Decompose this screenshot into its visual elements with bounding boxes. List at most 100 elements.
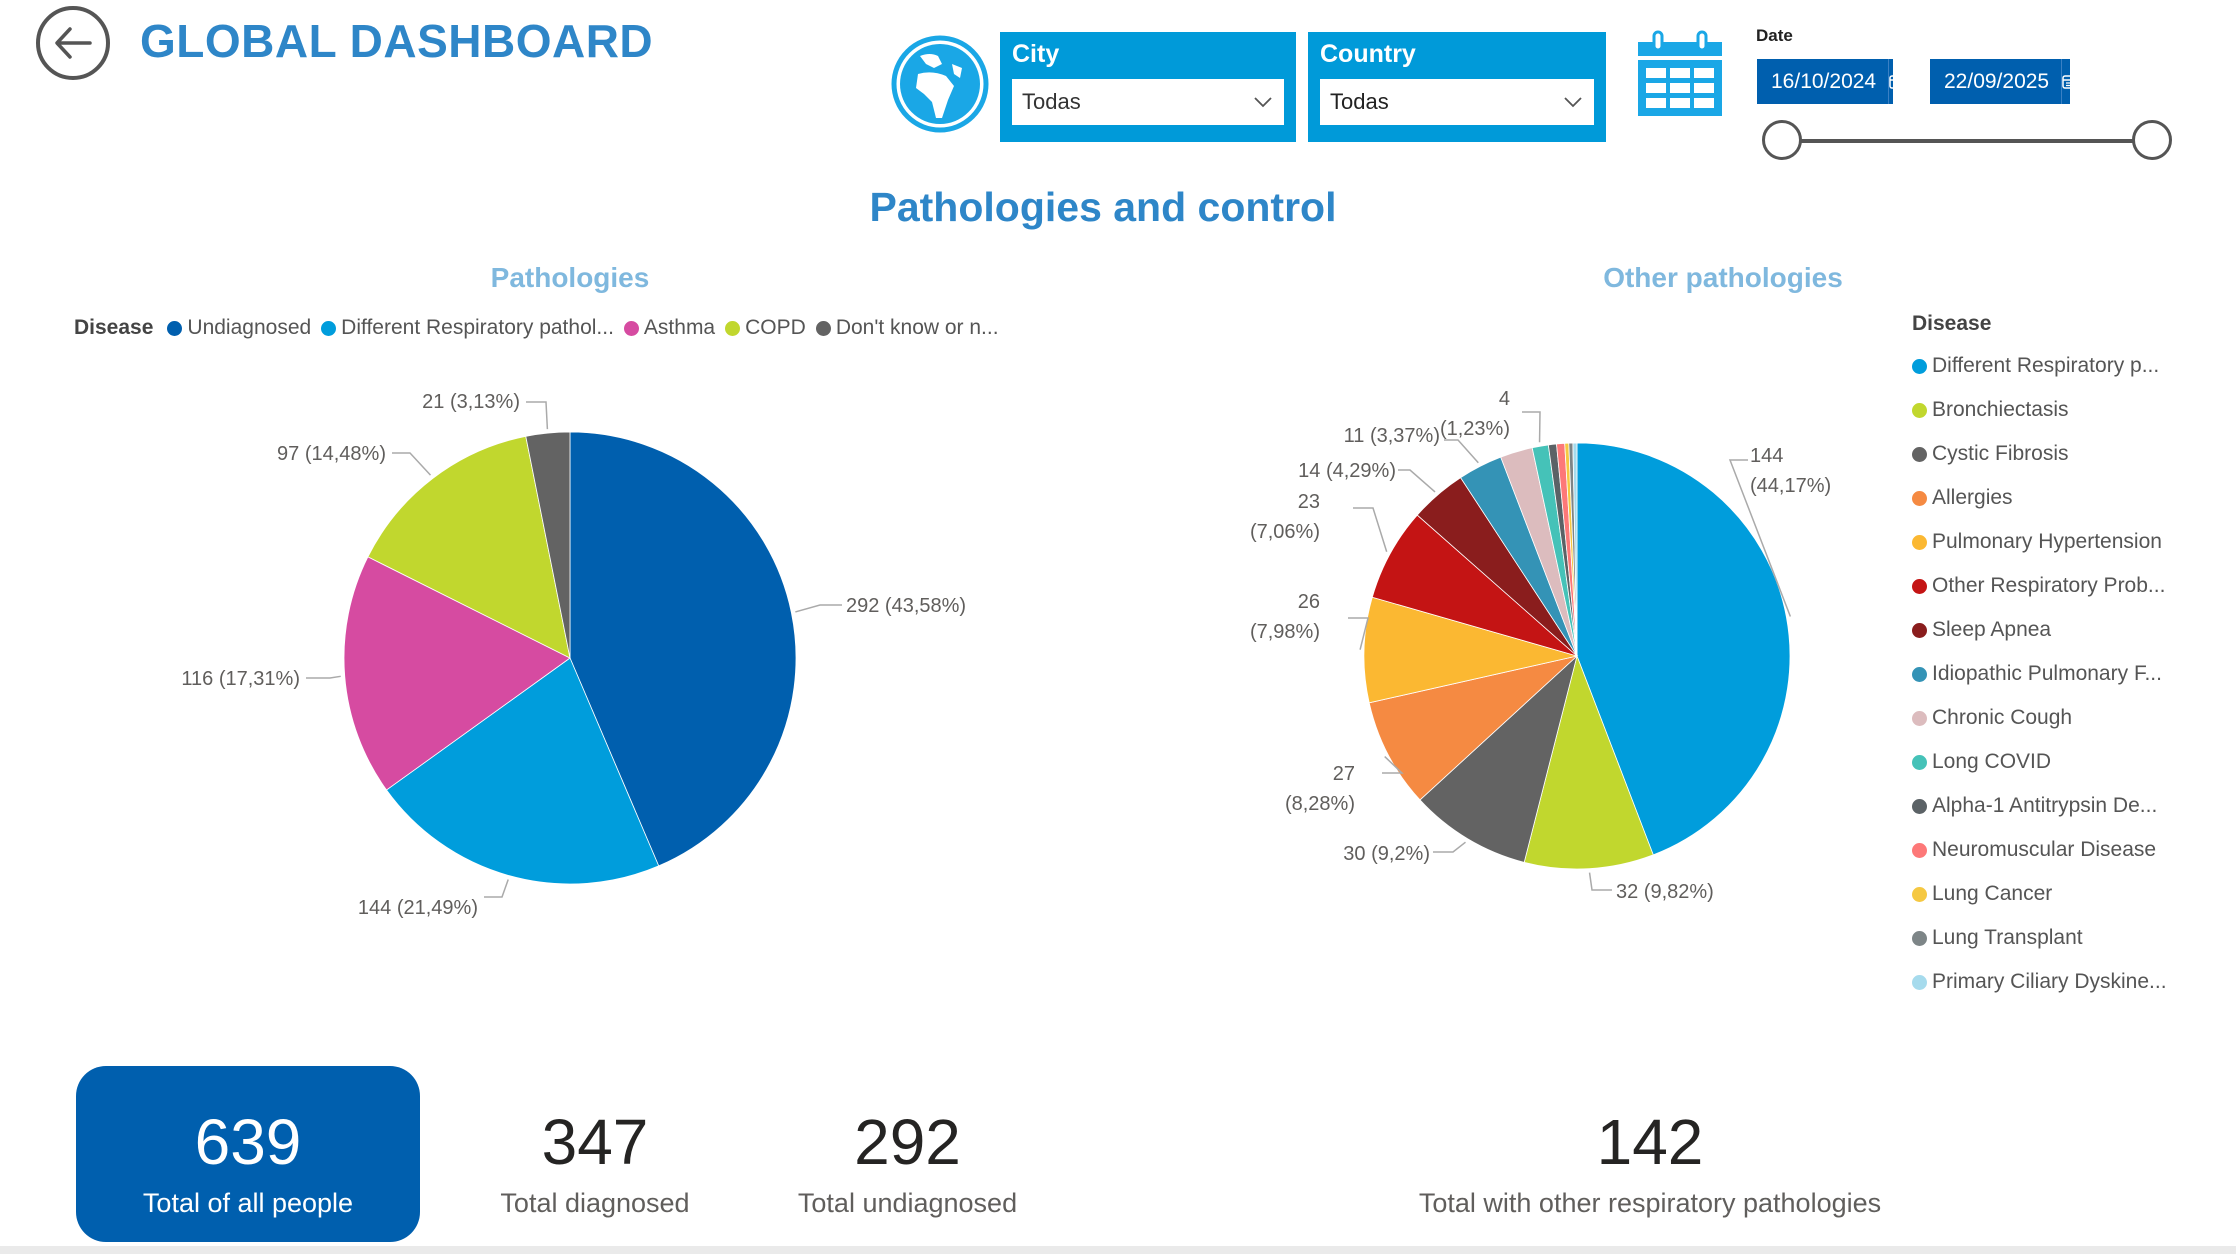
legend-marker: [1912, 446, 1927, 462]
legend-item[interactable]: Sleep Apnea: [1912, 608, 2167, 652]
legend-marker: [1912, 358, 1927, 374]
arrow-left-icon: [55, 27, 92, 59]
legend-label: Bronchiectasis: [1932, 398, 2069, 421]
date-range-end-handle[interactable]: [2132, 120, 2172, 160]
leader-line: [1398, 469, 1436, 493]
pie-chart-pathologies: 292 (43,58%) 144 (21,49%) 116 (17,31%) 97 (…: [181, 391, 966, 919]
legend-item[interactable]: Pulmonary Hypertension: [1912, 520, 2167, 564]
back-button[interactable]: [36, 6, 110, 80]
data-label: 14 (4,29%): [1298, 460, 1396, 482]
legend-label: Long COVID: [1932, 750, 2052, 773]
leader-line: [1353, 507, 1388, 552]
leader-line: [1728, 459, 1792, 617]
legend-item[interactable]: Different Respiratory pathol...: [321, 316, 614, 340]
globe-icon: [890, 34, 990, 134]
legend-item[interactable]: Primary Ciliary Dyskine...: [1912, 960, 2167, 1004]
legend-item[interactable]: Asthma: [623, 316, 715, 340]
legend-other-pathologies: Disease Different Respiratory p... Bronch…: [1912, 312, 2177, 1004]
legend-item[interactable]: Chronic Cough: [1912, 696, 2167, 740]
data-label: 116 (17,31%): [181, 668, 300, 690]
legend-item[interactable]: Different Respiratory p...: [1912, 344, 2167, 388]
country-dropdown[interactable]: Todas: [1320, 79, 1594, 125]
data-label: 144: [1750, 445, 1783, 467]
pie-slice[interactable]: [1363, 596, 1578, 704]
legend-marker: [1912, 534, 1927, 550]
city-dropdown[interactable]: Todas: [1012, 79, 1284, 125]
legend-item[interactable]: Idiopathic Pulmonary F...: [1912, 652, 2167, 696]
data-label: 21 (3,13%): [422, 391, 520, 413]
legend-pathologies: Disease Undiagnosed Different Respiratory…: [74, 316, 1009, 340]
pie-slice[interactable]: [525, 431, 571, 659]
legend-item[interactable]: Lung Cancer: [1912, 872, 2167, 916]
pie-chart-other-pathologies: 144 (44,17%) 32 (9,82%) 30 (9,2%) 27 (8,28%) 2…: [1250, 388, 1831, 903]
legend-item[interactable]: Neuromuscular Disease: [1912, 828, 2167, 872]
legend-marker: [167, 320, 183, 336]
legend-title: Disease: [1912, 312, 1992, 335]
page-title: GLOBAL DASHBOARD: [140, 15, 654, 67]
country-label: Country: [1320, 40, 1416, 68]
legend-item[interactable]: Undiagnosed: [167, 316, 311, 340]
chart-title-other-pathologies: Other pathologies: [1603, 262, 1843, 293]
bottom-divider: [0, 1246, 2236, 1254]
leader-line: [526, 401, 549, 430]
legend-label: Don't know or n...: [835, 316, 999, 339]
pie-slice[interactable]: [1572, 442, 1578, 657]
legend-label: Different Respiratory p...: [1932, 354, 2160, 377]
chevron-down-icon: [1564, 97, 1582, 108]
legend-marker: [1912, 974, 1927, 990]
pie-slice[interactable]: [1419, 654, 1578, 863]
kpi-value: 347: [541, 1106, 649, 1178]
legend-item[interactable]: Long COVID: [1912, 740, 2167, 784]
legend-label: Undiagnosed: [187, 316, 312, 339]
legend-item[interactable]: Don't know or n...: [815, 316, 999, 340]
leader-line: [1382, 756, 1404, 774]
legend-marker: [1912, 666, 1927, 682]
date-range-start-handle[interactable]: [1762, 120, 1802, 160]
kpi-label: Total of all people: [142, 1188, 354, 1218]
pie-slice[interactable]: [569, 431, 797, 867]
legend-item[interactable]: Allergies: [1912, 476, 2167, 520]
data-label: 27: [1333, 763, 1355, 785]
city-label: City: [1012, 40, 1060, 68]
country-value: Todas: [1330, 89, 1389, 114]
pie-slice[interactable]: [367, 435, 571, 659]
data-label: 11 (3,37%): [1344, 425, 1440, 447]
kpi-label: Total undiagnosed: [797, 1188, 1018, 1218]
legend-marker: [1912, 622, 1927, 638]
pie-slice[interactable]: [343, 556, 571, 791]
legend-marker: [1912, 798, 1927, 814]
kpi-total-people: 639 Total of all people: [76, 1066, 420, 1242]
legend-label: Chronic Cough: [1932, 706, 2073, 729]
data-label: 97 (14,48%): [277, 443, 386, 465]
calendar-icon: [1636, 28, 1724, 116]
pie-slice[interactable]: [1576, 442, 1791, 856]
pie-slice[interactable]: [1368, 655, 1579, 801]
end-date-input[interactable]: 22/09/2025: [1930, 59, 2076, 104]
data-label: 23: [1298, 491, 1320, 513]
pie-slice[interactable]: [385, 657, 660, 885]
legend-label: Alpha-1 Antitrypsin De...: [1932, 794, 2158, 817]
date-picker-icon[interactable]: [1888, 59, 1903, 104]
legend-label: Different Respiratory pathol...: [341, 316, 614, 339]
legend-item[interactable]: Other Respiratory Prob...: [1912, 564, 2167, 608]
legend-item[interactable]: Lung Transplant: [1912, 916, 2167, 960]
legend-marker: [815, 320, 831, 336]
data-label: (7,06%): [1250, 521, 1320, 543]
legend-marker: [1912, 886, 1927, 902]
data-label: 4: [1499, 388, 1510, 410]
legend-item[interactable]: Bronchiectasis: [1912, 388, 2167, 432]
legend-item[interactable]: COPD: [725, 316, 806, 340]
kpi-value: 142: [1596, 1106, 1704, 1178]
legend-item[interactable]: Alpha-1 Antitrypsin De...: [1912, 784, 2167, 828]
pie-slice[interactable]: [1523, 654, 1654, 870]
legend-item[interactable]: Cystic Fibrosis: [1912, 432, 2167, 476]
legend-marker: [321, 320, 337, 336]
kpi-value: 639: [194, 1106, 302, 1178]
date-picker-icon[interactable]: [2061, 59, 2076, 104]
kpi-label: Total with other respiratory pathologies: [1418, 1188, 1882, 1218]
date-range-track[interactable]: [1782, 139, 2152, 143]
data-label: (44,17%): [1750, 475, 1831, 497]
legend-marker: [1912, 578, 1927, 594]
legend-label: Lung Cancer: [1932, 882, 2053, 905]
start-date-input[interactable]: 16/10/2024: [1757, 59, 1903, 104]
